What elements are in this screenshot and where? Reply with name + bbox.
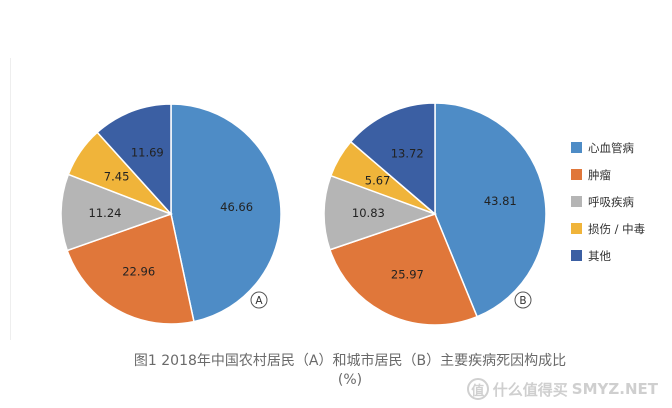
pie-B-value-label-4: 5.67 [365,173,391,187]
pie-B-value-label-2: 25.97 [391,268,424,282]
legend-swatch-3 [571,196,582,207]
pie-B-slice-5 [349,102,436,216]
legend-label-5: 其他 [588,249,611,263]
pie-B-slice-2 [328,213,479,326]
legend-swatch-1 [571,142,582,153]
pie-A-value-label-1: 46.66 [220,200,253,214]
caption-line-1: 图1 2018年中国农村居民（A）和城市居民（B）主要疾病死因构成比 [133,353,567,369]
caption-line-2: (%) [337,372,363,388]
legend-label-2: 肿瘤 [588,168,611,182]
legend-swatch-2 [571,169,582,180]
pie-A-slice-1 [170,103,282,323]
pie-A-value-label-5: 11.69 [131,145,164,159]
watermark-text: 什么值得买 [492,380,568,399]
pie-A-value-label-4: 7.45 [104,170,130,184]
pie-B-marker-label: B [519,295,526,307]
pie-A-marker-circle [250,291,268,309]
pie-B-marker-circle [514,291,532,309]
legend-swatch-4 [571,223,582,234]
pie-A-marker-label: A [255,295,263,307]
figure-caption: 图1 2018年中国农村居民（A）和城市居民（B）主要疾病死因构成比 (%) [90,352,610,390]
pie-B-slice-3 [323,174,438,251]
pie-B-value-label-3: 10.83 [352,206,385,220]
legend-label-1: 心血管病 [588,141,634,155]
pie-A-slice-2 [66,213,195,325]
legend-label-3: 呼吸疾病 [588,195,634,209]
pie-A-slice-5 [96,103,172,216]
pie-A-value-label-3: 11.24 [89,206,122,220]
watermark: 值 什么值得买 SMYZ.NET [466,378,658,400]
chart-panel: 46.66 22.96 11.24 7.45 11.69 A 43.81 25.97 10.83… [10,58,663,340]
watermark-site: SMYZ.NET [571,380,658,398]
watermark-badge: 值 [466,378,489,400]
legend-label-4: 损伤 / 中毒 [588,222,646,236]
pie-B-slice-1 [434,102,547,318]
pie-A-value-label-2: 22.96 [122,265,155,279]
pie-A-slice-3 [60,173,174,252]
pie-B-value-label-5: 13.72 [391,147,424,161]
legend-swatch-5 [571,250,582,261]
pie-B-value-label-1: 43.81 [484,194,517,208]
